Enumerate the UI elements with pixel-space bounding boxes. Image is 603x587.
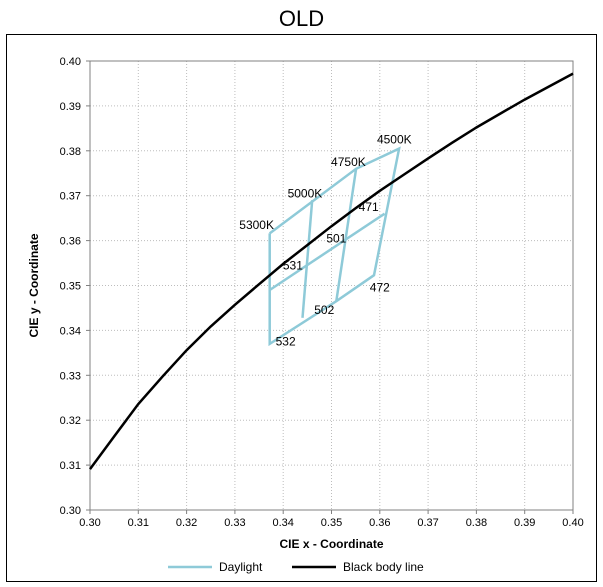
annotation-label: 502 xyxy=(314,303,334,317)
x-tick-label: 0.40 xyxy=(562,517,583,529)
y-tick-label: 0.39 xyxy=(60,101,81,113)
y-tick-label: 0.32 xyxy=(60,415,81,427)
x-tick-label: 0.39 xyxy=(514,517,535,529)
annotations: 4500K 4750K 5000K 5300K 471 501 531 472 502 532 xyxy=(239,133,411,349)
x-tick-label: 0.30 xyxy=(79,517,100,529)
black-body-line xyxy=(88,72,574,470)
y-tick-label: 0.35 xyxy=(60,281,81,293)
y-tick-label: 0.31 xyxy=(60,460,81,472)
x-tick-label: 0.36 xyxy=(369,517,390,529)
x-tick-label: 0.35 xyxy=(321,517,342,529)
y-tick-label: 0.34 xyxy=(60,325,81,337)
annotation-label: 501 xyxy=(326,231,346,245)
chart-frame xyxy=(6,34,597,582)
grid xyxy=(86,60,574,514)
plot-area xyxy=(89,60,574,511)
y-tick-label: 0.36 xyxy=(60,236,81,248)
daylight-quadrangle-line xyxy=(269,212,386,292)
tick-labels: 0.30 0.31 0.32 0.33 0.34 0.35 0.36 0.37 0.38 0.39… xyxy=(60,56,584,529)
y-tick-label: 0.30 xyxy=(60,505,81,517)
annotation-label: 472 xyxy=(370,281,390,295)
chart-title: OLD xyxy=(278,6,325,31)
y-axis-title: CIE y - Coordinate xyxy=(27,233,41,337)
x-tick-label: 0.33 xyxy=(224,517,245,529)
y-tick-label: 0.37 xyxy=(60,191,81,203)
legend-daylight-label: Daylight xyxy=(219,560,263,574)
annotation-label: 4500K xyxy=(377,133,412,147)
legend-blackbody-label: Black body line xyxy=(343,560,424,574)
annotation-label: 531 xyxy=(283,258,303,272)
legend: Daylight Black body line xyxy=(168,560,424,574)
y-tick-label: 0.40 xyxy=(60,56,81,68)
y-tick-label: 0.38 xyxy=(60,146,81,158)
daylight-quadrangle-line xyxy=(335,168,358,302)
y-tick-label: 0.33 xyxy=(60,370,81,382)
x-tick-label: 0.34 xyxy=(272,517,293,529)
annotation-label: 4750K xyxy=(331,155,366,169)
series-layer xyxy=(88,72,574,470)
annotation-label: 5000K xyxy=(288,186,323,200)
x-tick-label: 0.31 xyxy=(128,517,149,529)
x-tick-label: 0.37 xyxy=(417,517,438,529)
x-tick-label: 0.32 xyxy=(176,517,197,529)
x-axis-title: CIE x - Coordinate xyxy=(279,537,383,551)
annotation-label: 5300K xyxy=(239,218,274,232)
annotation-label: 532 xyxy=(276,335,296,349)
daylight-quadrangle-line xyxy=(301,200,314,318)
x-tick-label: 0.38 xyxy=(466,517,487,529)
annotation-label: 471 xyxy=(359,200,379,214)
